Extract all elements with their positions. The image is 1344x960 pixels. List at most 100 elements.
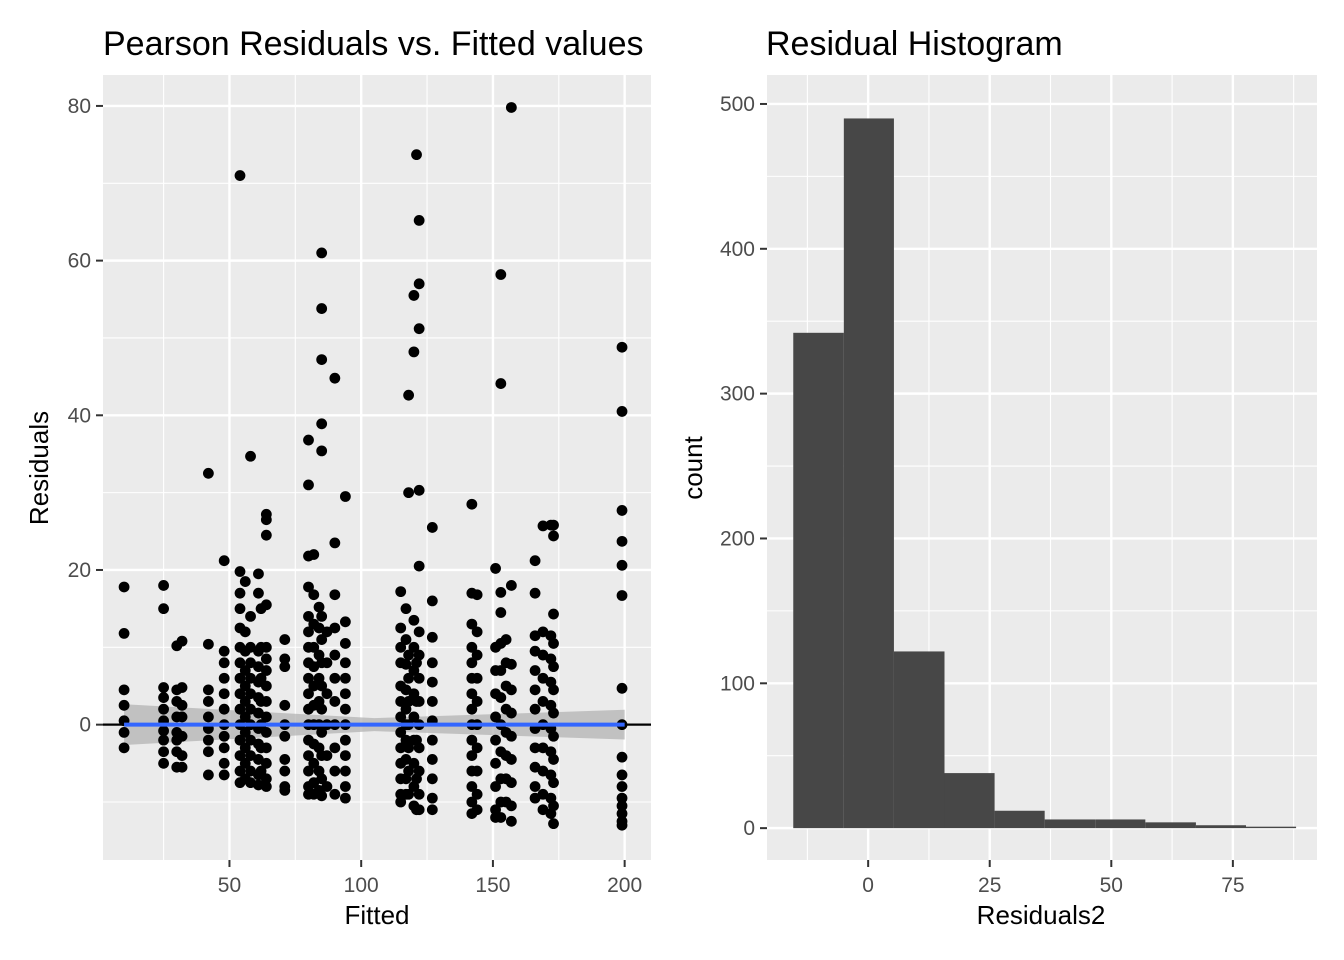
scatter-point (505, 800, 517, 812)
scatter-point (158, 692, 169, 703)
scatter-point (408, 641, 420, 653)
scatter-point (118, 699, 130, 711)
scatter-point (239, 665, 251, 676)
scatter-point (234, 566, 246, 577)
scatter-point (158, 703, 169, 715)
scatter-point (279, 634, 291, 645)
scatter-x-axis-title: Fitted (344, 900, 409, 930)
scatter-point (234, 750, 246, 761)
scatter-point (403, 788, 415, 800)
scatter-point (316, 418, 328, 430)
scatter-point (218, 657, 230, 669)
scatter-point (176, 761, 188, 773)
scatter-point (413, 323, 425, 335)
scatter-point (329, 649, 341, 661)
scatter-point (408, 711, 420, 723)
scatter-point (426, 804, 438, 816)
scatter-point (403, 696, 415, 707)
scatter-point (316, 610, 328, 622)
histogram-bar (994, 810, 1045, 829)
scatter-point (202, 696, 214, 707)
scatter-point (403, 742, 415, 754)
scatter-point (466, 796, 478, 808)
scatter-point (260, 665, 272, 676)
scatter-point (395, 696, 407, 707)
scatter-point (400, 603, 412, 615)
scatter-point (158, 725, 169, 737)
scatter-point (316, 354, 328, 366)
scatter-point (321, 688, 333, 700)
scatter-point (329, 765, 341, 777)
scatter-point (239, 711, 251, 723)
scatter-x-tick-label: 100 (344, 874, 379, 897)
scatter-point (176, 682, 188, 693)
scatter-point (395, 726, 407, 738)
scatter-point (529, 742, 541, 754)
histogram-x-tick-label: 0 (862, 874, 874, 897)
scatter-point (202, 467, 214, 479)
scatter-point (253, 587, 264, 599)
scatter-point (329, 788, 341, 800)
scatter-point (413, 804, 425, 816)
scatter-y-axis-title: Residuals (24, 411, 54, 525)
scatter-point (329, 372, 341, 384)
scatter-point (303, 750, 314, 761)
scatter-point (202, 711, 214, 723)
scatter-point (505, 580, 517, 591)
histogram-y-tick-label: 100 (720, 672, 755, 695)
scatter-point (158, 580, 169, 591)
scatter-point (176, 699, 188, 711)
histogram-bar (1095, 819, 1146, 829)
scatter-point (471, 589, 483, 601)
scatter-point (303, 434, 314, 446)
scatter-point (260, 514, 272, 526)
scatter-point (529, 684, 541, 696)
scatter-point (466, 734, 478, 746)
histogram-x-tick-label: 75 (1221, 874, 1244, 897)
scatter-point (303, 626, 314, 638)
scatter-y-tick-label: 40 (68, 404, 91, 427)
scatter-point (426, 595, 438, 607)
scatter-point (426, 734, 438, 746)
scatter-point (260, 757, 272, 769)
histogram-bars (793, 118, 1297, 829)
scatter-point (255, 672, 267, 684)
scatter-point (413, 626, 425, 638)
scatter-point (260, 781, 272, 792)
scatter-point (279, 661, 291, 673)
scatter-point (466, 498, 478, 510)
scatter-point (505, 658, 517, 670)
scatter-point (408, 346, 420, 358)
histogram-y-tick-label: 200 (720, 527, 755, 550)
scatter-point (308, 757, 320, 769)
scatter-point (339, 792, 351, 804)
scatter-point (548, 754, 559, 765)
histogram-x-axis-title: Residuals2 (977, 900, 1106, 930)
scatter-point (303, 581, 314, 593)
scatter-point (158, 603, 169, 615)
scatter-point (490, 711, 501, 723)
scatter-point (616, 590, 628, 601)
scatter-point (308, 641, 320, 653)
histogram-axis-ticks: 0 25 50 75 0 100 200 300 400 500 (720, 93, 1245, 897)
scatter-points (118, 102, 628, 831)
scatter-point (466, 688, 478, 700)
scatter-point (316, 790, 328, 802)
scatter-point (176, 750, 188, 761)
scatter-point (495, 665, 507, 676)
scatter-point (118, 742, 130, 754)
scatter-point (260, 773, 272, 785)
scatter-point (218, 742, 230, 754)
scatter-point (616, 535, 628, 547)
scatter-point (176, 730, 188, 742)
scatter-point (279, 653, 291, 665)
scatter-point (339, 703, 351, 715)
scatter-point (490, 563, 501, 574)
scatter-point (529, 781, 541, 792)
scatter-point (316, 247, 328, 259)
scatter-point (426, 676, 438, 688)
scatter-point (245, 610, 256, 622)
scatter-point (395, 641, 407, 653)
scatter-point (426, 792, 438, 804)
